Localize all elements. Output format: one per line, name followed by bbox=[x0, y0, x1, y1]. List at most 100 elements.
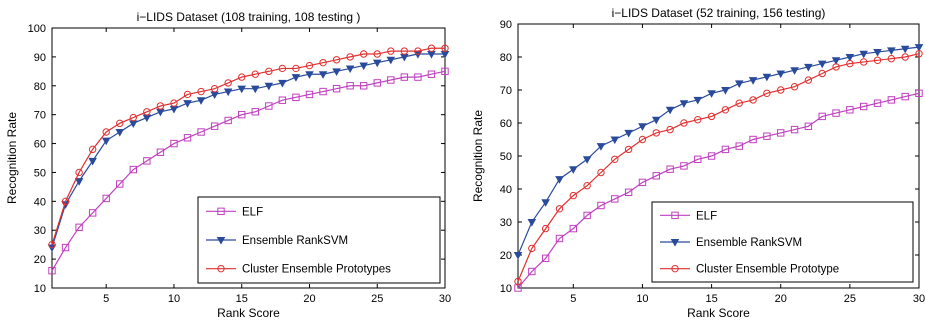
data-point bbox=[749, 96, 757, 104]
x-tick-label: 25 bbox=[371, 293, 383, 305]
data-point bbox=[817, 60, 827, 69]
data-point bbox=[305, 90, 314, 99]
y-tick-label: 90 bbox=[500, 19, 512, 31]
y-tick-label: 10 bbox=[34, 283, 46, 295]
legend-label: Cluster Ensemble Prototypes bbox=[242, 264, 391, 276]
data-point bbox=[693, 96, 703, 105]
data-point bbox=[373, 79, 381, 87]
data-point bbox=[291, 74, 301, 82]
data-point bbox=[143, 157, 151, 165]
data-point bbox=[680, 119, 688, 127]
data-point bbox=[292, 64, 300, 73]
data-point bbox=[832, 109, 840, 117]
data-point bbox=[901, 92, 909, 101]
data-point bbox=[346, 53, 354, 61]
chart-2: i−LIDS Dataset (52 training, 156 testing… bbox=[471, 6, 925, 320]
data-point bbox=[624, 188, 633, 197]
legend-box bbox=[197, 196, 441, 284]
y-tick-label: 60 bbox=[34, 139, 46, 151]
data-point bbox=[638, 178, 647, 187]
data-point bbox=[541, 224, 550, 233]
y-tick-label: 40 bbox=[500, 184, 512, 196]
data-point bbox=[818, 69, 826, 78]
data-point bbox=[170, 99, 178, 107]
data-point bbox=[319, 58, 327, 67]
legend-label: Cluster Ensemble Prototype bbox=[696, 264, 839, 276]
data-point bbox=[346, 82, 354, 90]
x-axis-label: Rank Score bbox=[217, 306, 280, 320]
data-point bbox=[777, 129, 785, 137]
data-point bbox=[569, 191, 578, 200]
data-point bbox=[763, 89, 771, 98]
data-point bbox=[859, 102, 868, 111]
data-point bbox=[749, 135, 757, 144]
data-point bbox=[679, 100, 689, 108]
data-point bbox=[129, 113, 138, 122]
chart-title: i−LIDS Dataset (108 training, 108 testin… bbox=[137, 10, 361, 24]
data-point bbox=[170, 139, 178, 148]
data-point bbox=[846, 59, 854, 68]
data-point bbox=[88, 209, 97, 217]
data-point bbox=[400, 47, 409, 55]
data-point bbox=[790, 125, 799, 134]
series-line bbox=[517, 92, 920, 289]
chart-title: i−LIDS Dataset (52 training, 156 testing… bbox=[612, 6, 826, 20]
data-point bbox=[116, 180, 124, 188]
legend-label: Ensemble RankSVM bbox=[696, 237, 802, 249]
data-point bbox=[238, 110, 246, 119]
data-point bbox=[652, 129, 660, 137]
x-tick-label: 10 bbox=[636, 293, 648, 305]
legend-label: Ensemble RankSVM bbox=[242, 235, 348, 247]
data-point bbox=[224, 116, 232, 125]
data-point bbox=[887, 47, 896, 56]
legend: ELF Ensemble RankSVM Cluster Ensemble Prot… bbox=[197, 196, 441, 284]
legend-swatch-marker bbox=[671, 264, 679, 273]
data-point bbox=[651, 116, 661, 125]
data-point bbox=[305, 71, 314, 79]
x-tick-label: 30 bbox=[439, 293, 451, 305]
data-point bbox=[694, 116, 702, 124]
data-point bbox=[611, 195, 619, 203]
series-ensemble-ranksvm bbox=[513, 44, 924, 260]
data-point bbox=[541, 199, 550, 207]
data-point bbox=[763, 132, 771, 140]
data-point bbox=[804, 76, 813, 84]
legend-swatch-marker bbox=[670, 238, 680, 247]
data-point bbox=[345, 65, 355, 74]
data-point bbox=[441, 67, 449, 76]
data-point bbox=[597, 168, 605, 177]
data-point bbox=[278, 79, 287, 88]
x-tick-label: 10 bbox=[168, 293, 180, 305]
x-axis-label: Rank Score bbox=[687, 306, 750, 320]
y-tick-label: 30 bbox=[500, 217, 512, 229]
data-point bbox=[224, 79, 232, 87]
data-point bbox=[859, 58, 868, 66]
legend-swatch-marker bbox=[216, 236, 226, 245]
data-point bbox=[223, 88, 233, 97]
data-point bbox=[237, 85, 247, 94]
y-axis-label: Recognition Rate bbox=[5, 112, 19, 204]
x-tick-label: 20 bbox=[303, 293, 315, 305]
legend-label: ELF bbox=[696, 210, 717, 222]
data-point bbox=[292, 93, 300, 102]
data-point bbox=[197, 128, 205, 136]
x-tick-label: 20 bbox=[775, 293, 787, 305]
data-point bbox=[527, 218, 537, 227]
data-point bbox=[129, 165, 138, 174]
data-point bbox=[61, 197, 70, 206]
legend-swatch-marker bbox=[671, 211, 679, 220]
data-point bbox=[583, 182, 591, 190]
data-point bbox=[441, 44, 449, 52]
data-point bbox=[569, 224, 578, 233]
data-point bbox=[873, 99, 882, 107]
y-tick-label: 50 bbox=[500, 151, 512, 163]
data-point bbox=[372, 59, 382, 68]
data-point bbox=[88, 157, 97, 166]
data-point bbox=[555, 205, 564, 213]
data-point bbox=[265, 67, 273, 76]
series-cluster-ensemble-prototype bbox=[514, 50, 923, 286]
data-point bbox=[61, 243, 70, 252]
series-line bbox=[517, 53, 920, 282]
data-point bbox=[359, 82, 368, 90]
data-point bbox=[583, 211, 591, 220]
